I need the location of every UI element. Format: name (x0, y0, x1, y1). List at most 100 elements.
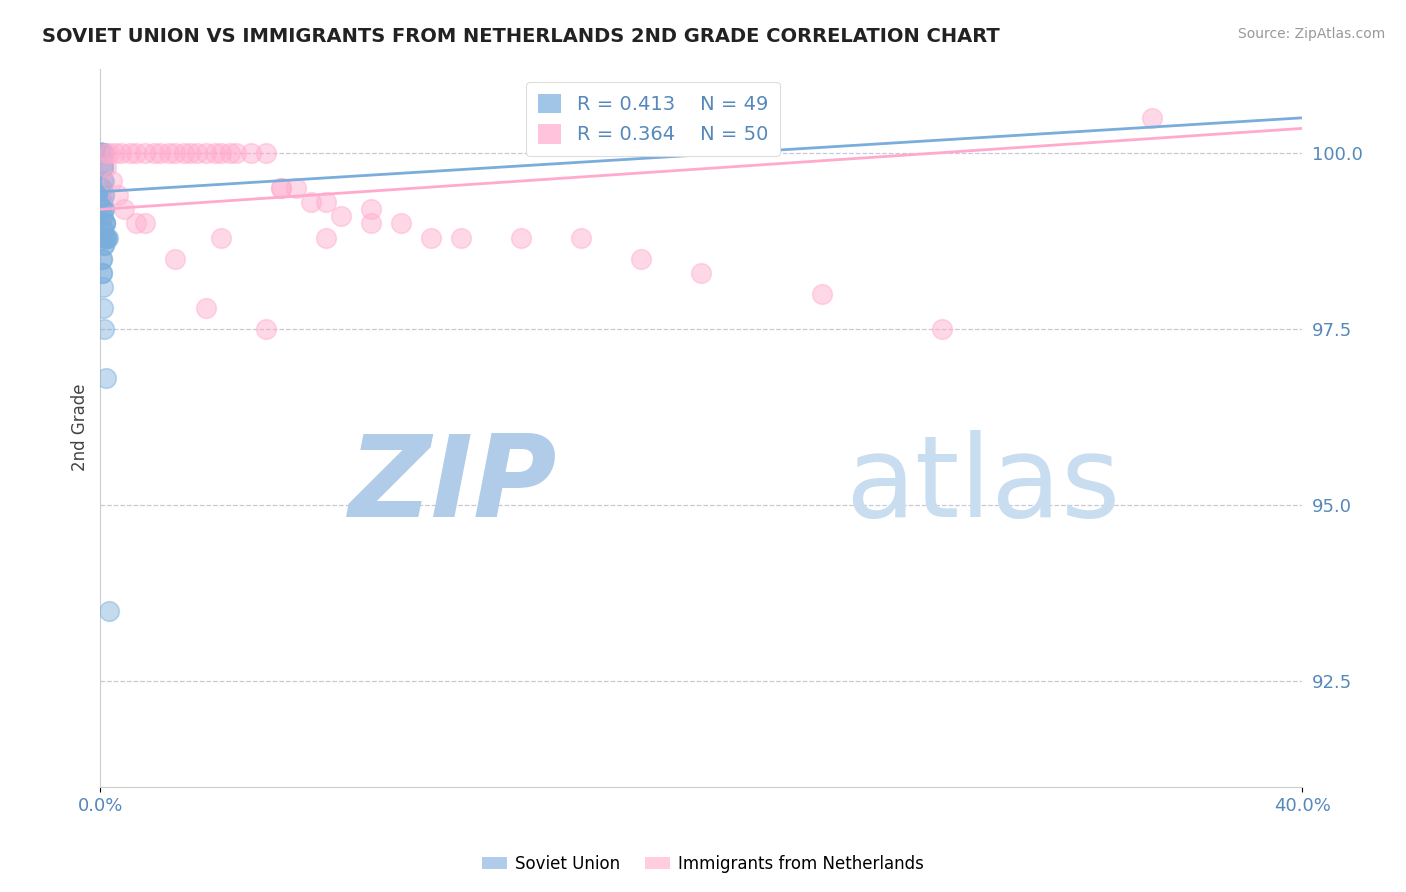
Point (107, 188, 129, 202)
Point (149, 146, 172, 161)
Point (91, 146, 114, 161)
Point (186, 146, 208, 161)
Point (90, 146, 112, 161)
Point (93, 223, 115, 237)
Point (91, 210, 114, 224)
Point (94, 230, 117, 244)
Point (270, 181, 292, 195)
Point (360, 217, 382, 231)
Point (90, 195, 112, 210)
Point (98, 604, 121, 618)
Point (93, 202, 115, 217)
Point (194, 301, 217, 315)
Point (315, 230, 337, 244)
Point (91, 280, 114, 294)
Point (450, 230, 472, 244)
Point (96, 160, 118, 174)
Point (94, 230, 117, 244)
Point (91, 266, 114, 280)
Point (329, 210, 352, 224)
Point (630, 252, 652, 266)
Point (360, 202, 382, 217)
Point (165, 252, 187, 266)
Point (91, 146, 114, 161)
Point (315, 195, 337, 210)
Point (284, 181, 307, 195)
Point (91, 210, 114, 224)
Point (94, 146, 117, 161)
Point (125, 217, 148, 231)
Point (94, 217, 117, 231)
Point (143, 146, 166, 161)
Point (209, 230, 232, 244)
Point (91, 146, 114, 161)
Point (93, 160, 115, 174)
Point (120, 146, 142, 161)
Text: atlas: atlas (845, 430, 1121, 541)
Point (91, 160, 114, 174)
Point (209, 146, 232, 161)
Point (225, 146, 247, 161)
Point (94, 217, 117, 231)
Point (104, 146, 127, 161)
Point (218, 146, 240, 161)
Point (90, 146, 112, 161)
Point (204, 146, 226, 161)
Point (125, 146, 148, 161)
Point (173, 146, 195, 161)
Point (93, 174, 115, 188)
Point (510, 230, 533, 244)
Point (91, 266, 114, 280)
Point (179, 146, 201, 161)
Point (90, 181, 112, 195)
Text: Source: ZipAtlas.com: Source: ZipAtlas.com (1237, 27, 1385, 41)
Point (93, 237, 115, 252)
Point (94, 371, 117, 385)
Point (91, 160, 114, 174)
Point (91, 195, 114, 210)
Point (112, 202, 135, 217)
Legend: Soviet Union, Immigrants from Netherlands: Soviet Union, Immigrants from Netherland… (475, 848, 931, 880)
Point (91, 223, 114, 237)
Point (91, 146, 114, 161)
Legend: R = 0.413    N = 49, R = 0.364    N = 50: R = 0.413 N = 49, R = 0.364 N = 50 (526, 82, 780, 156)
Point (299, 195, 322, 210)
Point (90, 252, 112, 266)
Point (810, 286, 832, 301)
Point (134, 217, 156, 231)
Point (254, 322, 277, 336)
Point (690, 266, 713, 280)
Point (419, 230, 441, 244)
Point (90, 146, 112, 161)
Point (93, 301, 115, 315)
Point (93, 188, 115, 202)
Point (389, 217, 412, 231)
Point (98, 146, 121, 161)
Point (90, 252, 112, 266)
Point (91, 146, 114, 161)
Point (110, 146, 132, 161)
Point (159, 146, 181, 161)
Point (134, 146, 156, 161)
Point (93, 322, 115, 336)
Point (569, 230, 592, 244)
Point (90, 146, 112, 161)
Point (97, 230, 120, 244)
Point (91, 146, 114, 161)
Point (90, 146, 112, 161)
Point (93, 188, 115, 202)
Point (254, 146, 277, 161)
Text: ZIP: ZIP (349, 430, 557, 541)
Point (93, 174, 115, 188)
Point (90, 146, 112, 161)
Point (101, 174, 124, 188)
Point (90, 181, 112, 195)
Text: SOVIET UNION VS IMMIGRANTS FROM NETHERLANDS 2ND GRADE CORRELATION CHART: SOVIET UNION VS IMMIGRANTS FROM NETHERLA… (42, 27, 1000, 45)
Point (93, 217, 115, 231)
Point (90, 146, 112, 161)
Point (96, 230, 118, 244)
Point (1140, 111, 1163, 125)
Point (93, 202, 115, 217)
Point (96, 230, 118, 244)
Point (931, 322, 953, 336)
